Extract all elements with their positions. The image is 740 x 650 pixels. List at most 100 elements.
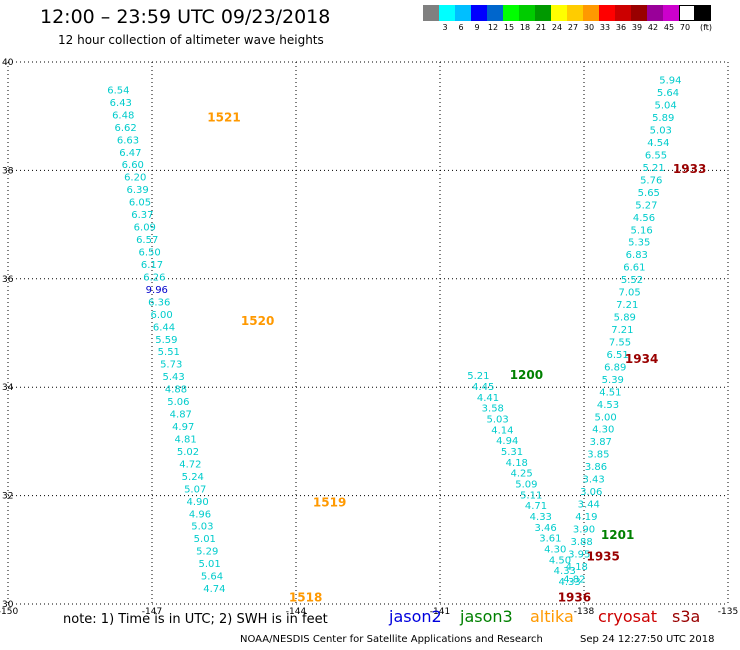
pass-time-label: 1518	[289, 590, 322, 604]
legend-swatch	[567, 5, 583, 21]
data-value-label: 5.21	[642, 163, 664, 174]
data-value-label: 4.82	[563, 574, 585, 585]
data-value-label: 3.46	[534, 523, 556, 534]
data-value-label: 4.97	[172, 422, 194, 433]
pass-time-label: 1935	[586, 550, 619, 564]
data-value-label: 4.53	[597, 400, 619, 411]
data-value-label: 4.14	[491, 425, 513, 436]
legend-swatch	[583, 5, 599, 21]
data-value-label: 4.94	[496, 436, 518, 447]
data-value-label: 6.20	[124, 173, 146, 184]
legend-tick-label: 33	[599, 23, 611, 32]
credit-text: NOAA/NESDIS Center for Satellite Applica…	[240, 634, 543, 645]
legend-swatch	[423, 5, 439, 21]
legend-tick-label: 21	[535, 23, 547, 32]
data-value-label: 3.44	[578, 500, 600, 511]
x-tick-label: -147	[142, 607, 162, 617]
data-value-label: 4.87	[170, 410, 192, 421]
data-value-label: 7.55	[609, 337, 631, 348]
legend-swatch	[519, 5, 535, 21]
data-value-label: 4.88	[165, 385, 187, 396]
pass-time-label: 1933	[673, 162, 706, 176]
data-value-label: 5.29	[196, 547, 218, 558]
x-tick-label: -138	[574, 607, 595, 617]
data-value-label: 4.56	[633, 213, 655, 224]
pass-time-label: 1519	[313, 495, 346, 509]
data-value-label: 5.59	[155, 335, 177, 346]
data-value-label: 4.54	[647, 138, 669, 149]
data-value-label: 3.88	[570, 537, 592, 548]
data-value-label: 6.37	[131, 210, 153, 221]
data-value-label: 4.41	[477, 393, 499, 404]
y-tick-label: 36	[2, 275, 14, 285]
data-value-label: 6.47	[119, 148, 141, 159]
data-value-label: 5.65	[638, 188, 660, 199]
legend-tick-label: 9	[474, 23, 480, 32]
data-value-label: 5.31	[501, 447, 523, 458]
legend-swatch	[471, 5, 487, 21]
data-value-label: 4.18	[506, 458, 528, 469]
data-value-label: 3.90	[573, 524, 595, 535]
data-value-label: 6.50	[138, 247, 160, 258]
legend-tick-label: 18	[519, 23, 531, 32]
x-tick-label: -144	[286, 607, 307, 617]
pass-time-label: 1934	[625, 352, 658, 366]
data-value-label: 5.27	[635, 200, 657, 211]
data-value-label: 4.33	[530, 512, 552, 523]
legend-swatch	[631, 5, 647, 21]
data-value-label: 6.51	[606, 350, 628, 361]
data-value-label: 4.71	[525, 501, 547, 512]
data-value-label: 6.63	[117, 135, 139, 146]
data-value-label: 5.16	[630, 225, 652, 236]
legend-swatch	[663, 5, 679, 21]
data-value-label: 5.00	[594, 412, 616, 423]
data-value-label: 5.64	[657, 88, 679, 99]
data-value-label: 4.90	[186, 497, 208, 508]
data-value-label: 6.48	[112, 110, 134, 121]
y-tick-label: 34	[2, 383, 14, 393]
timestamp-text: Sep 24 12:27:50 UTC 2018	[580, 634, 715, 645]
data-value-label: 5.01	[198, 559, 220, 570]
satellite-label-jason3: jason3	[460, 607, 513, 626]
data-value-label: 6.55	[645, 150, 667, 161]
data-value-label: 5.35	[628, 238, 650, 249]
data-value-label: 3.86	[585, 462, 607, 473]
legend-unit-label: (ft)	[699, 23, 713, 32]
data-value-label: 3.43	[582, 475, 604, 486]
y-tick-label: 40	[2, 58, 14, 68]
data-value-label: 5.02	[177, 447, 199, 458]
legend-swatch	[551, 5, 567, 21]
page-subtitle: 12 hour collection of altimeter wave hei…	[58, 33, 324, 47]
data-value-label: 5.01	[194, 534, 216, 545]
data-value-label: 5.76	[640, 175, 662, 186]
data-value-label: 4.51	[599, 387, 621, 398]
legend-tick-label: 6	[458, 23, 464, 32]
legend-swatch	[503, 5, 519, 21]
legend-tick-label: 45	[663, 23, 675, 32]
data-value-label: 3.87	[590, 437, 612, 448]
data-value-label: 6.54	[107, 85, 129, 96]
data-value-label: 3.61	[539, 534, 561, 545]
page-title: 12:00 – 23:59 UTC 09/23/2018	[40, 6, 331, 28]
data-value-label: 5.51	[158, 347, 180, 358]
data-value-label: 6.36	[148, 297, 170, 308]
x-tick-label: -135	[718, 607, 738, 617]
y-tick-label: 30	[2, 600, 14, 610]
data-value-label: 5.52	[621, 275, 643, 286]
satellite-label-altika: altika	[530, 607, 574, 626]
legend-swatch	[679, 5, 695, 21]
legend-tick-label: 24	[551, 23, 563, 32]
data-value-label: 6.61	[623, 263, 645, 274]
pass-time-label: 1936	[558, 590, 591, 604]
legend-tick-label: 70	[679, 23, 691, 32]
data-value-label: 6.43	[110, 98, 132, 109]
data-value-label: 9.96	[146, 285, 168, 296]
data-value-label: 4.30	[592, 425, 614, 436]
data-value-label: 3.58	[482, 404, 504, 415]
satellite-label-cryosat: cryosat	[598, 607, 658, 626]
data-value-label: 4.74	[203, 584, 225, 595]
y-tick-label: 38	[2, 166, 14, 176]
data-value-label: 5.03	[486, 414, 508, 425]
data-value-label: 6.89	[604, 362, 626, 373]
